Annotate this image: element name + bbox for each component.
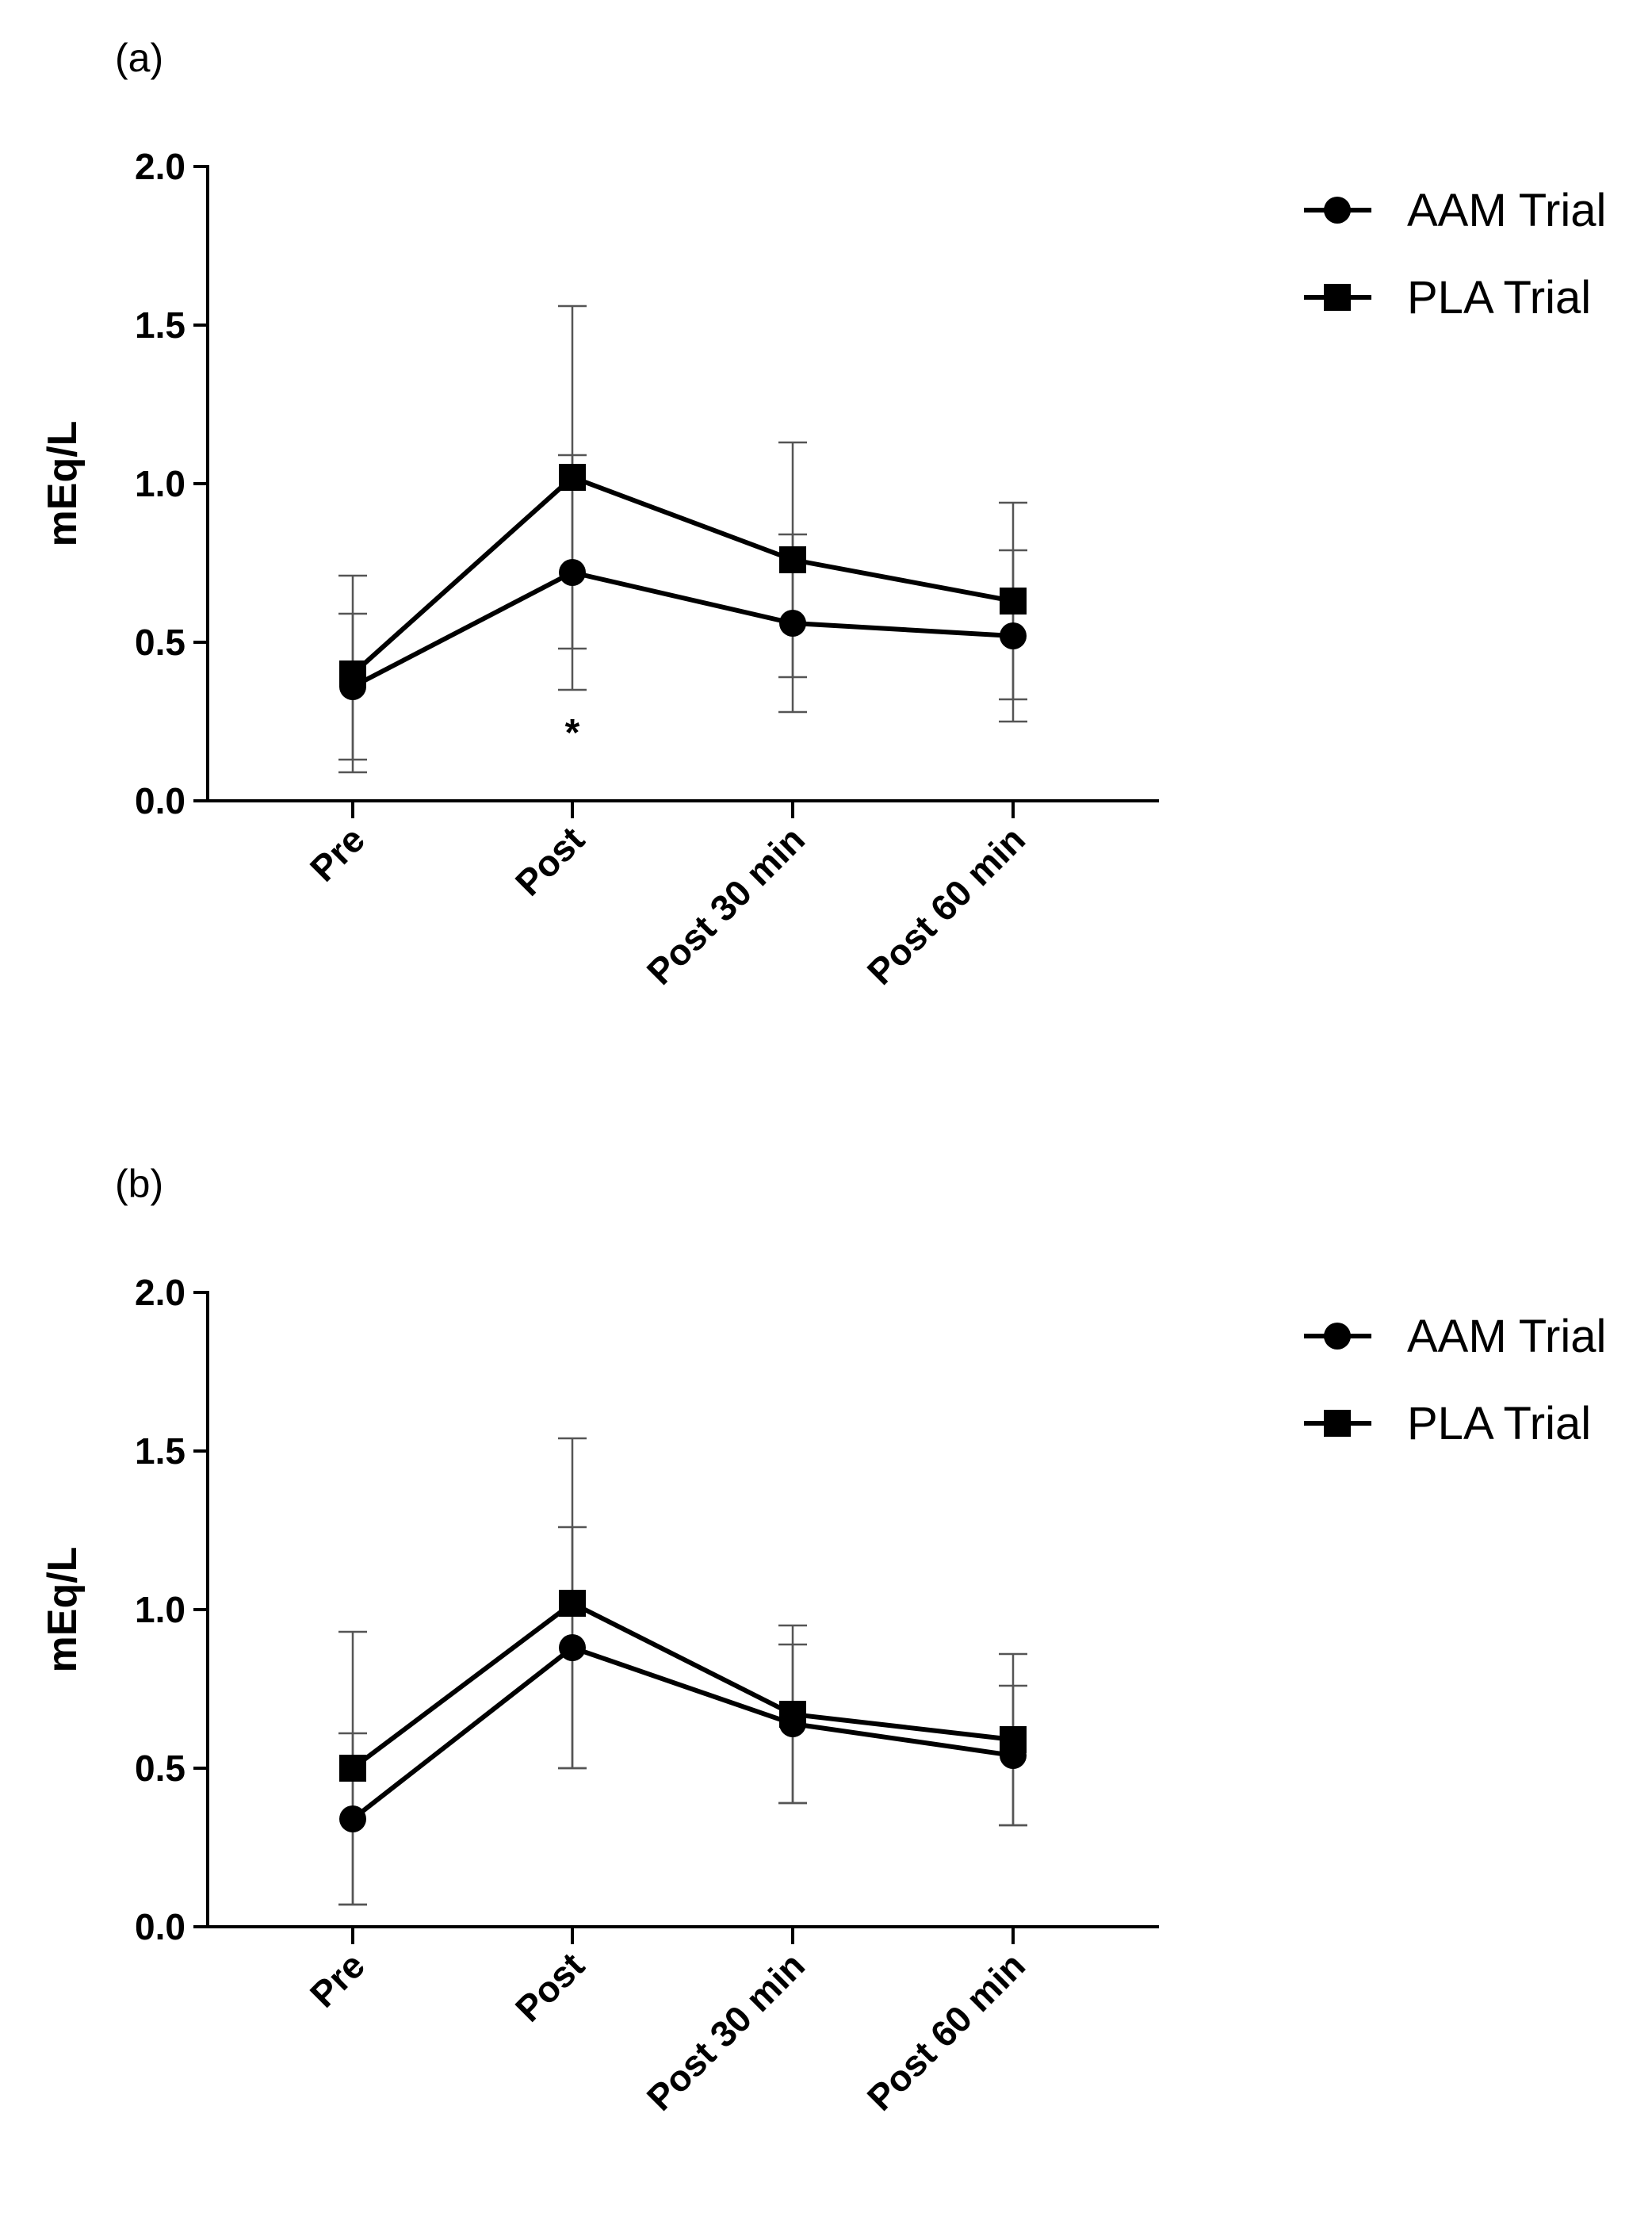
x-tick-label: Post 60 min [859, 818, 1033, 992]
legend-label: AAM Trial [1407, 1311, 1606, 1362]
legend-item: PLA Trial [1304, 1398, 1591, 1449]
y-axis-title: mEq/L [40, 421, 86, 547]
y-tick-label: 1.0 [135, 463, 185, 504]
x-tick-label: Post 30 min [639, 1944, 813, 2118]
legend-label: PLA Trial [1407, 272, 1591, 324]
data-point-pla-trial [339, 660, 366, 687]
y-tick-label: 1.0 [135, 1589, 185, 1630]
legend-item: AAM Trial [1304, 185, 1606, 236]
data-point-aam-trial [559, 559, 586, 586]
y-tick-label: 0.5 [135, 622, 185, 663]
y-tick-label: 1.5 [135, 1430, 185, 1472]
data-point-aam-trial [779, 610, 806, 637]
legend-marker-square [1324, 284, 1351, 311]
y-axis-title: mEq/L [40, 1547, 86, 1673]
series-line-aam-trial [351, 569, 1014, 689]
x-tick-label: Pre [302, 818, 373, 889]
series-line-pla-trial [350, 474, 1014, 676]
legend-item: AAM Trial [1304, 1311, 1606, 1362]
legend-marker-square [1324, 1410, 1351, 1437]
y-tick-label: 2.0 [135, 146, 185, 187]
data-point-pla-trial [559, 1590, 586, 1617]
data-point-pla-trial [1000, 588, 1027, 615]
data-point-aam-trial [1000, 622, 1027, 649]
legend-item: PLA Trial [1304, 272, 1591, 324]
data-point-aam-trial [559, 1634, 586, 1661]
chart-a-svg: (a) 0.0 0.5 1.0 1.5 2.0 mEq/L Pre Post Post 30 mi… [40, 36, 1606, 993]
y-tick-label: 2.0 [135, 1272, 185, 1313]
legend-label: AAM Trial [1407, 185, 1606, 236]
chart-b-svg: (b) 0.0 0.5 1.0 1.5 2.0 mEq/L Pre Post Post 30 mi… [40, 1162, 1606, 2119]
data-point-pla-trial [559, 464, 586, 491]
legend-marker-circle [1324, 197, 1351, 224]
y-tick-label: 0.0 [135, 1906, 185, 1947]
series-line-pla-trial [351, 1600, 1014, 1771]
y-tick-label: 0.5 [135, 1748, 185, 1789]
panel-label-a: (a) [115, 36, 163, 80]
series-line-aam-trial [351, 1644, 1014, 1821]
panel-label-b: (b) [115, 1162, 163, 1206]
data-point-pla-trial [779, 546, 806, 573]
data-point-aam-trial [339, 1805, 366, 1832]
y-tick-label: 0.0 [135, 780, 185, 821]
chart-panel-b: (b) 0.0 0.5 1.0 1.5 2.0 mEq/L Pre Post Post 30 mi… [0, 1126, 1652, 2236]
legend-label: PLA Trial [1407, 1398, 1591, 1449]
x-tick-label: Post 60 min [859, 1944, 1033, 2118]
x-tick-label: Post [507, 818, 592, 903]
data-point-pla-trial [1000, 1726, 1027, 1753]
y-tick-label: 1.5 [135, 304, 185, 346]
chart-panel-a: (a) 0.0 0.5 1.0 1.5 2.0 mEq/L Pre Post Post 30 mi… [0, 0, 1652, 1110]
x-tick-label: Post [507, 1944, 592, 2029]
x-tick-label: Post 30 min [639, 818, 813, 992]
significance-marker: * [565, 712, 580, 754]
data-point-pla-trial [339, 1755, 366, 1782]
x-tick-label: Pre [302, 1944, 373, 2015]
data-point-pla-trial [779, 1701, 806, 1728]
legend-marker-circle [1324, 1323, 1351, 1350]
